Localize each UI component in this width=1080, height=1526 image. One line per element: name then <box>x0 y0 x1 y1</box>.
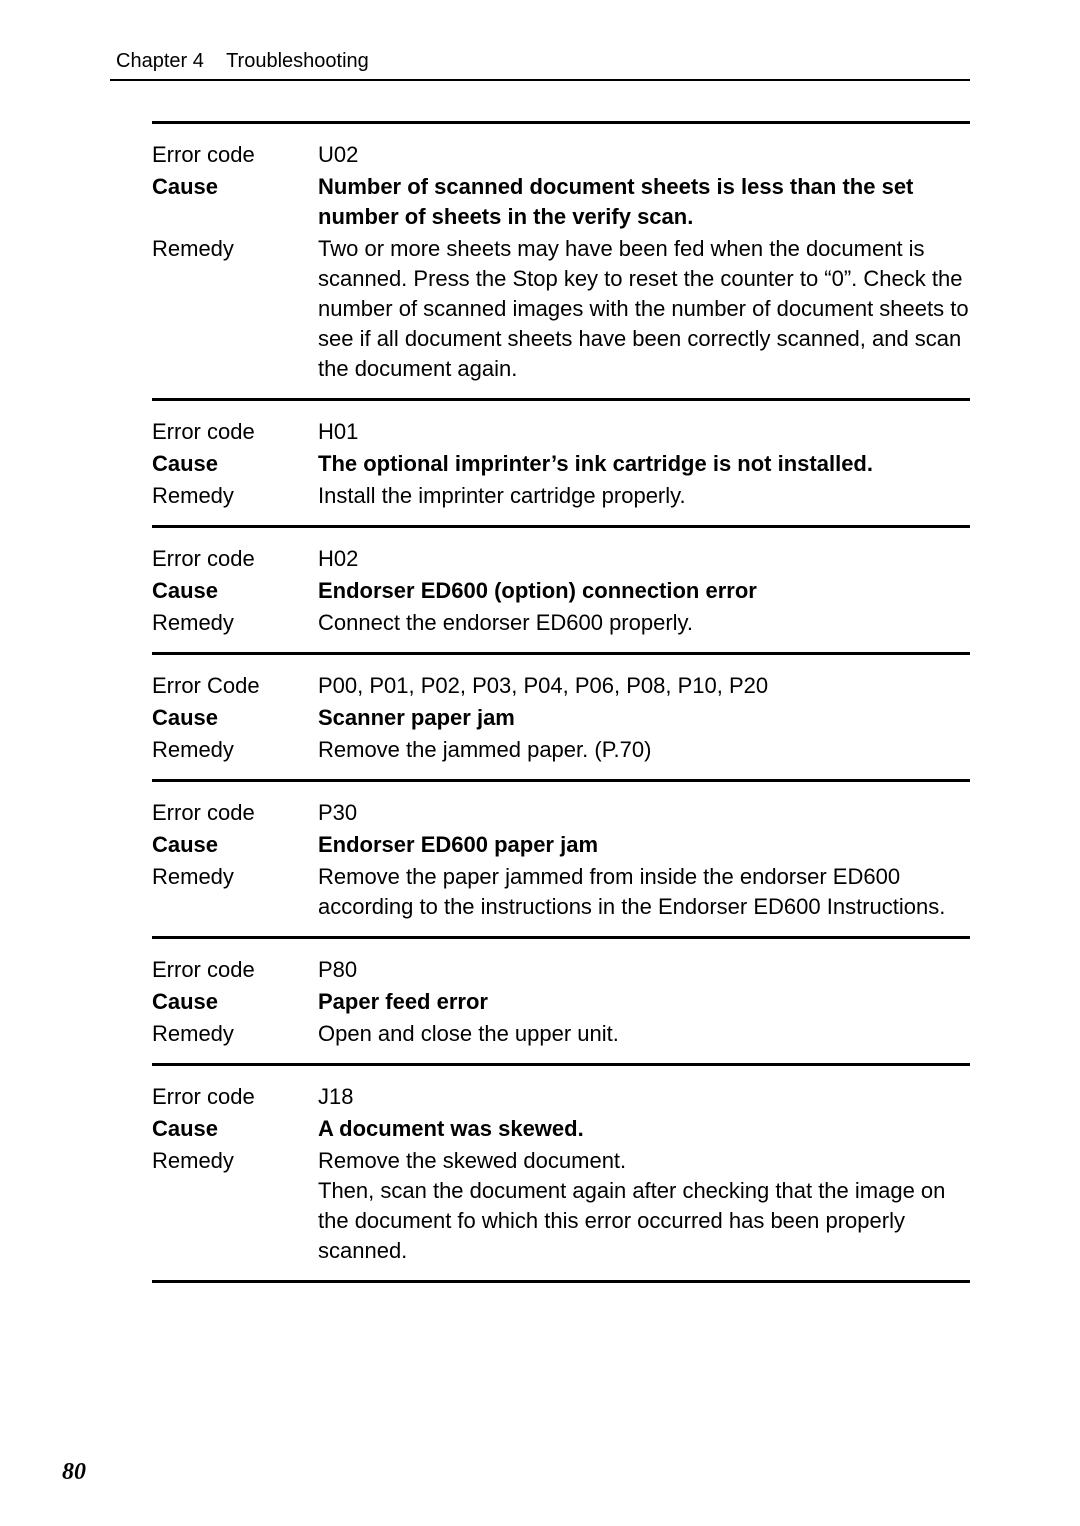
cause-value: A document was skewed. <box>318 1114 970 1144</box>
cause-row: CauseNumber of scanned document sheets i… <box>152 172 970 232</box>
error-code-value: H01 <box>318 417 970 447</box>
remedy-value: Remove the paper jammed from inside the … <box>318 862 970 922</box>
error-table: Error codeU02CauseNumber of scanned docu… <box>110 121 970 1283</box>
error-code-label: Error code <box>152 955 318 985</box>
cause-row: CauseThe optional imprinter’s ink cartri… <box>152 449 970 479</box>
remedy-value: Install the imprinter cartridge properly… <box>318 481 970 511</box>
page-header: Chapter 4 Troubleshooting <box>110 50 970 73</box>
cause-row: CauseA document was skewed. <box>152 1114 970 1144</box>
error-block: Error codeJ18CauseA document was skewed.… <box>152 1063 970 1283</box>
remedy-label: Remedy <box>152 608 318 638</box>
error-code-value: H02 <box>318 544 970 574</box>
error-block: Error codeP80CausePaper feed errorRemedy… <box>152 936 970 1063</box>
error-code-row: Error codeH01 <box>152 417 970 447</box>
remedy-label: Remedy <box>152 234 318 264</box>
error-code-value: U02 <box>318 140 970 170</box>
remedy-row: RemedyRemove the paper jammed from insid… <box>152 862 970 922</box>
remedy-label: Remedy <box>152 481 318 511</box>
remedy-label: Remedy <box>152 735 318 765</box>
error-code-value: P30 <box>318 798 970 828</box>
error-code-label: Error code <box>152 1082 318 1112</box>
error-code-label: Error code <box>152 544 318 574</box>
remedy-value: Two or more sheets may have been fed whe… <box>318 234 970 384</box>
error-block: Error CodeP00, P01, P02, P03, P04, P06, … <box>152 652 970 779</box>
cause-value: Paper feed error <box>318 987 970 1017</box>
chapter-title: Troubleshooting <box>226 50 369 72</box>
error-code-label: Error code <box>152 798 318 828</box>
remedy-row: RemedyConnect the endorser ED600 properl… <box>152 608 970 638</box>
cause-row: CausePaper feed error <box>152 987 970 1017</box>
remedy-label: Remedy <box>152 862 318 892</box>
cause-row: CauseEndorser ED600 paper jam <box>152 830 970 860</box>
remedy-row: RemedyTwo or more sheets may have been f… <box>152 234 970 384</box>
page-number: 80 <box>62 1459 86 1486</box>
cause-label: Cause <box>152 1114 318 1144</box>
remedy-value: Remove the skewed document.Then, scan th… <box>318 1146 970 1266</box>
cause-label: Cause <box>152 172 318 202</box>
error-code-row: Error codeP80 <box>152 955 970 985</box>
cause-row: CauseScanner paper jam <box>152 703 970 733</box>
remedy-row: RemedyInstall the imprinter cartridge pr… <box>152 481 970 511</box>
remedy-row: RemedyRemove the skewed document.Then, s… <box>152 1146 970 1266</box>
error-block: Error codeU02CauseNumber of scanned docu… <box>152 121 970 398</box>
chapter-label: Chapter 4 <box>116 50 204 72</box>
remedy-value: Remove the jammed paper. (P.70) <box>318 735 970 765</box>
cause-label: Cause <box>152 703 318 733</box>
cause-label: Cause <box>152 576 318 606</box>
header-rule <box>110 79 970 81</box>
cause-label: Cause <box>152 830 318 860</box>
error-code-value: P80 <box>318 955 970 985</box>
error-code-row: Error codeU02 <box>152 140 970 170</box>
cause-value: The optional imprinter’s ink cartridge i… <box>318 449 970 479</box>
remedy-label: Remedy <box>152 1019 318 1049</box>
error-block: Error codeH01CauseThe optional imprinter… <box>152 398 970 525</box>
remedy-label: Remedy <box>152 1146 318 1176</box>
cause-value: Number of scanned document sheets is les… <box>318 172 970 232</box>
error-code-row: Error codeP30 <box>152 798 970 828</box>
error-code-row: Error codeH02 <box>152 544 970 574</box>
error-code-value: P00, P01, P02, P03, P04, P06, P08, P10, … <box>318 671 970 701</box>
error-code-row: Error CodeP00, P01, P02, P03, P04, P06, … <box>152 671 970 701</box>
remedy-row: RemedyOpen and close the upper unit. <box>152 1019 970 1049</box>
remedy-value: Open and close the upper unit. <box>318 1019 970 1049</box>
page: Chapter 4 Troubleshooting Error codeU02C… <box>0 0 1080 1526</box>
error-code-value: J18 <box>318 1082 970 1112</box>
error-code-label: Error code <box>152 417 318 447</box>
remedy-value: Connect the endorser ED600 properly. <box>318 608 970 638</box>
error-block: Error codeH02CauseEndorser ED600 (option… <box>152 525 970 652</box>
cause-value: Endorser ED600 paper jam <box>318 830 970 860</box>
error-block: Error codeP30CauseEndorser ED600 paper j… <box>152 779 970 936</box>
cause-row: CauseEndorser ED600 (option) connection … <box>152 576 970 606</box>
error-code-label: Error code <box>152 140 318 170</box>
remedy-row: RemedyRemove the jammed paper. (P.70) <box>152 735 970 765</box>
cause-value: Scanner paper jam <box>318 703 970 733</box>
cause-label: Cause <box>152 449 318 479</box>
cause-value: Endorser ED600 (option) connection error <box>318 576 970 606</box>
error-code-label: Error Code <box>152 671 318 701</box>
error-code-row: Error codeJ18 <box>152 1082 970 1112</box>
cause-label: Cause <box>152 987 318 1017</box>
